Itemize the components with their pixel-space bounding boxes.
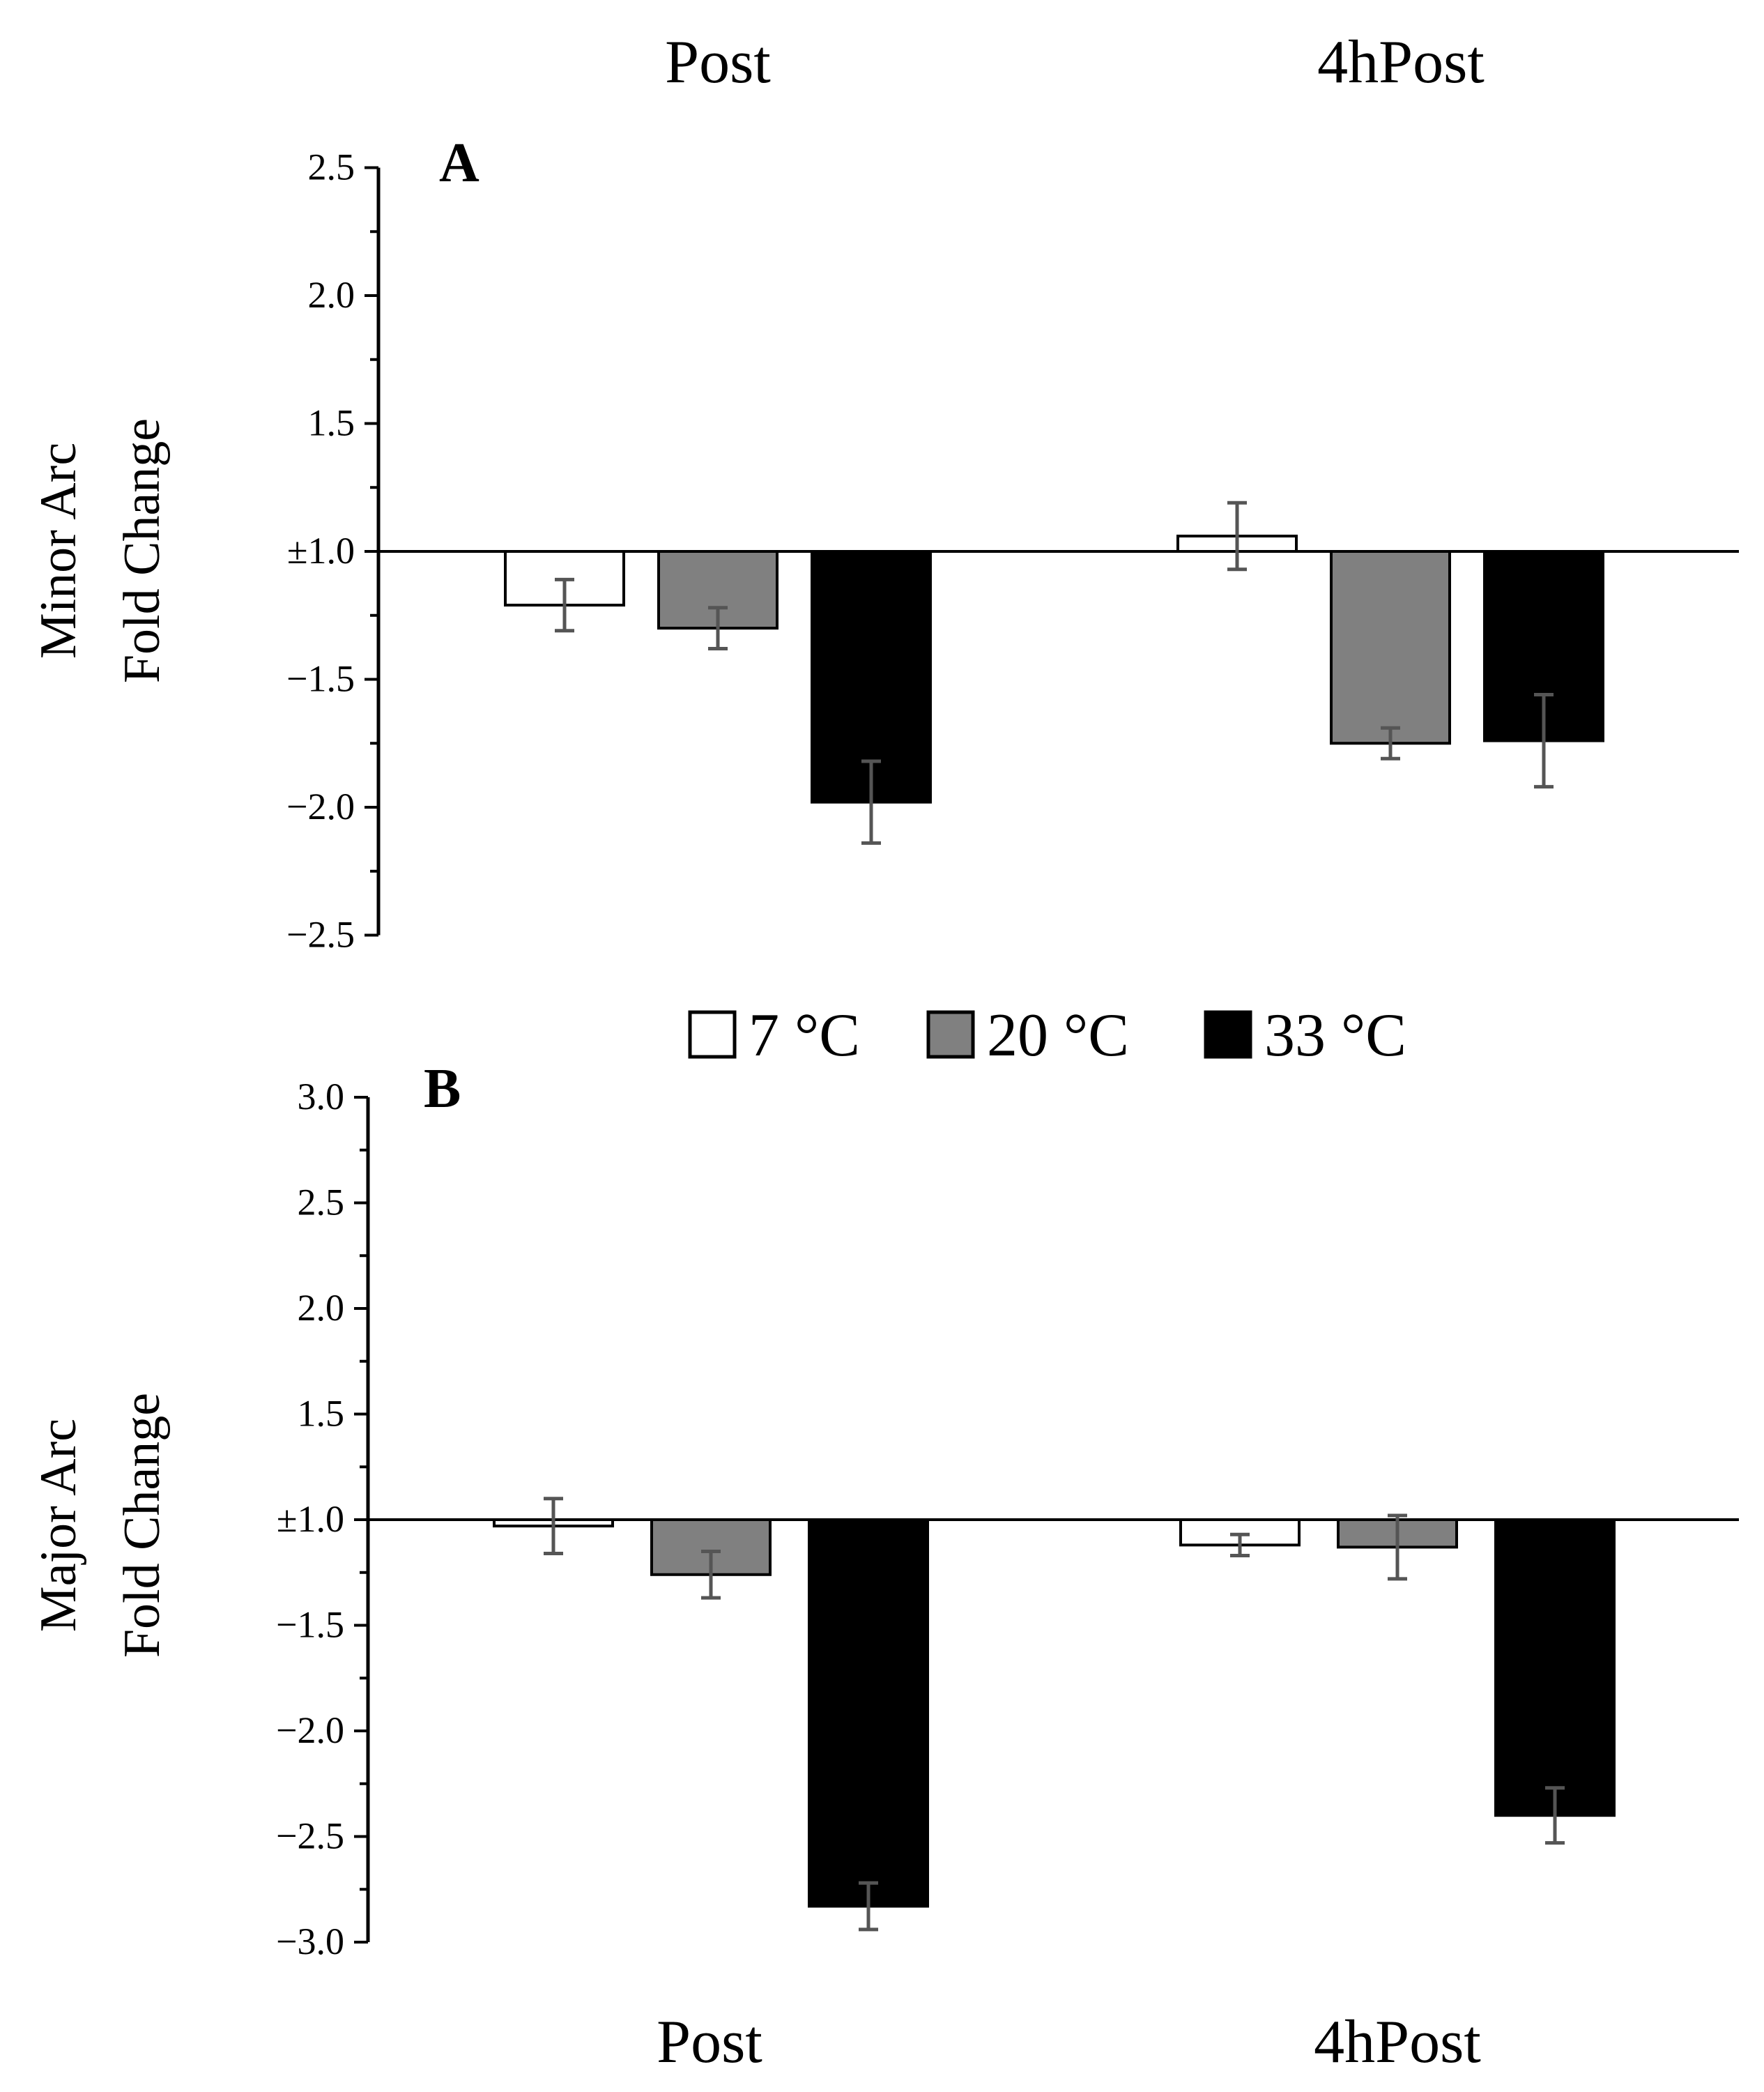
panel-a-ylabel-line2: Fold Change (114, 418, 171, 683)
panel-a-y-tick-label: 1.5 (308, 402, 355, 444)
panel-a-y-tick-label: −1.5 (286, 658, 355, 700)
panel-b-bar (1494, 1518, 1616, 1817)
panel-a-bar (1330, 550, 1451, 745)
panel-a-y-tick-label: 2.5 (308, 146, 355, 188)
panel-b-error-bar (701, 1549, 721, 1600)
panel-b-error-bar (859, 1881, 878, 1932)
panel-a-y-tick-label: 2.0 (308, 274, 355, 316)
top-category-label-post: Post (665, 29, 771, 96)
panel-b-y-tick-label: −2.0 (276, 1709, 344, 1751)
panel-b-error-bar (1230, 1532, 1250, 1558)
panel-a-y-tick-label: −2.0 (286, 786, 355, 827)
panel-a-error-bar (1381, 726, 1400, 761)
panel-a-error-bar (1227, 501, 1247, 572)
top-category-label-4hpost: 4hPost (1317, 29, 1485, 96)
legend-swatch (1204, 1010, 1252, 1059)
panel-b-y-tick-label: 2.0 (298, 1287, 345, 1329)
panel-b-error-bar (1388, 1513, 1407, 1581)
panel-b-ylabel-line2: Fold Change (114, 1393, 171, 1658)
panel-b-y-tick-label: 2.5 (298, 1182, 345, 1223)
panel-a-error-bar (555, 577, 574, 633)
panel-b-y-tick-label: −3.0 (276, 1921, 344, 1962)
legend-swatch (926, 1010, 975, 1059)
panel-b-y-tick-label: 1.5 (298, 1393, 345, 1435)
panel-b-error-bar (1545, 1786, 1565, 1845)
panel-b-bar (808, 1518, 929, 1908)
bottom-category-label-4hpost: 4hPost (1314, 2008, 1481, 2076)
legend-label: 20 °C (987, 1002, 1129, 1069)
legend-label: 33 °C (1264, 1002, 1406, 1069)
panel-b-y-tick-label: −2.5 (276, 1815, 344, 1857)
legend-swatch (688, 1010, 737, 1059)
panel-b-y-tick-label: 3.0 (298, 1076, 345, 1117)
panel-a-y-tick-label: −2.5 (286, 914, 355, 956)
panel-b-ylabel-line1: Major Arc (30, 1419, 87, 1632)
panel-b-y-tick-label: ±1.0 (277, 1498, 344, 1540)
panel-a-chart: A Minor Arc Fold Change 2.5 2.0 1.5 ±1.0 −1.… (30, 132, 1739, 956)
legend-label: 7 °C (749, 1002, 860, 1069)
panel-a-ylabel-line1: Minor Arc (30, 443, 87, 659)
panel-a-letter: A (439, 132, 480, 194)
panel-b-error-bar (544, 1497, 563, 1555)
panel-a-y-tick-label: ±1.0 (287, 530, 355, 572)
panel-b-y-tick-label: −1.5 (276, 1604, 344, 1646)
panel-b-letter: B (424, 1058, 461, 1120)
panel-a-error-bar (1534, 693, 1554, 789)
panel-a-error-bar (861, 759, 881, 845)
bottom-category-label-post: Post (657, 2008, 762, 2076)
legend: 7 °C 20 °C 33 °C (688, 1002, 1406, 1069)
panel-a-error-bar (708, 606, 728, 650)
panel-b-chart: B Major Arc Fold Change 3.0 2.5 2.0 1.5 ±1.0… (30, 1058, 1739, 1962)
